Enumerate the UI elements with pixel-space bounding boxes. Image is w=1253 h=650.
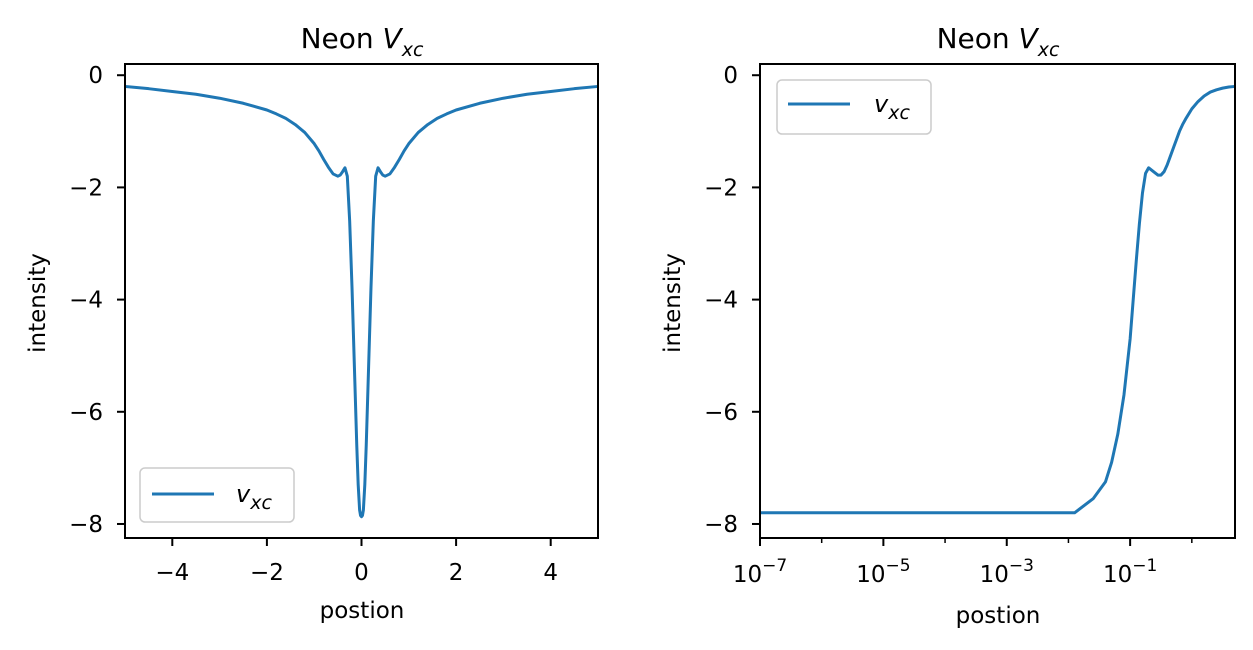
y-tick-label: 0 <box>88 63 103 89</box>
right-legend: vxc <box>776 79 932 135</box>
right-x-axis-label: postion <box>956 603 1041 629</box>
left-y-axis-label: intensity <box>25 253 51 353</box>
y-tick-label: −6 <box>69 400 103 426</box>
left-legend: vxc <box>139 467 295 523</box>
y-tick-label: −6 <box>704 400 738 426</box>
left-chart-panel: Neon Vxc −4 −2 0 2 4 0 −2 −4 −6 −8 postion inten… <box>25 22 599 624</box>
right-legend-box <box>776 79 932 135</box>
left-legend-label: vxc <box>236 480 272 514</box>
y-tick-label: 0 <box>723 63 738 89</box>
y-tick-label: −8 <box>69 512 103 538</box>
right-axes-frame <box>759 63 1236 539</box>
left-x-ticks: −4 −2 0 2 4 <box>155 538 558 586</box>
right-y-axis-label: intensity <box>660 253 686 353</box>
y-tick-label: −8 <box>704 512 738 538</box>
left-y-ticks: 0 −2 −4 −6 −8 <box>69 63 125 538</box>
right-legend-label: vxc <box>874 90 910 124</box>
right-y-ticks: 0 −2 −4 −6 −8 <box>704 63 760 538</box>
x-tick-label: 10−5 <box>856 556 910 588</box>
x-tick-label: −4 <box>155 560 189 586</box>
x-tick-label: 4 <box>543 560 558 586</box>
x-tick-label: 10−3 <box>980 556 1034 588</box>
x-tick-label: −2 <box>250 560 284 586</box>
y-tick-label: −2 <box>704 175 738 201</box>
left-axes-frame <box>124 63 599 539</box>
x-tick-label: 0 <box>354 560 369 586</box>
y-tick-label: −4 <box>704 288 738 314</box>
right-chart-title: Neon Vxc <box>937 22 1060 61</box>
y-tick-label: −2 <box>69 175 103 201</box>
right-series-line-vxc <box>760 84 1236 515</box>
left-chart-title: Neon Vxc <box>301 22 424 61</box>
y-tick-label: −4 <box>69 288 103 314</box>
left-series-line-vxc <box>124 84 599 519</box>
right-x-ticks: 10−7 10−5 10−3 10−1 <box>733 538 1193 588</box>
x-tick-label: 2 <box>449 560 464 586</box>
right-chart-panel: Neon Vxc 10−7 10−5 10−3 10−1 0 −2 −4 −6 −8 post… <box>660 22 1236 629</box>
left-x-axis-label: postion <box>320 598 405 624</box>
x-tick-label: 10−1 <box>1103 556 1157 588</box>
left-legend-box <box>139 467 295 523</box>
x-tick-label: 10−7 <box>733 556 787 588</box>
